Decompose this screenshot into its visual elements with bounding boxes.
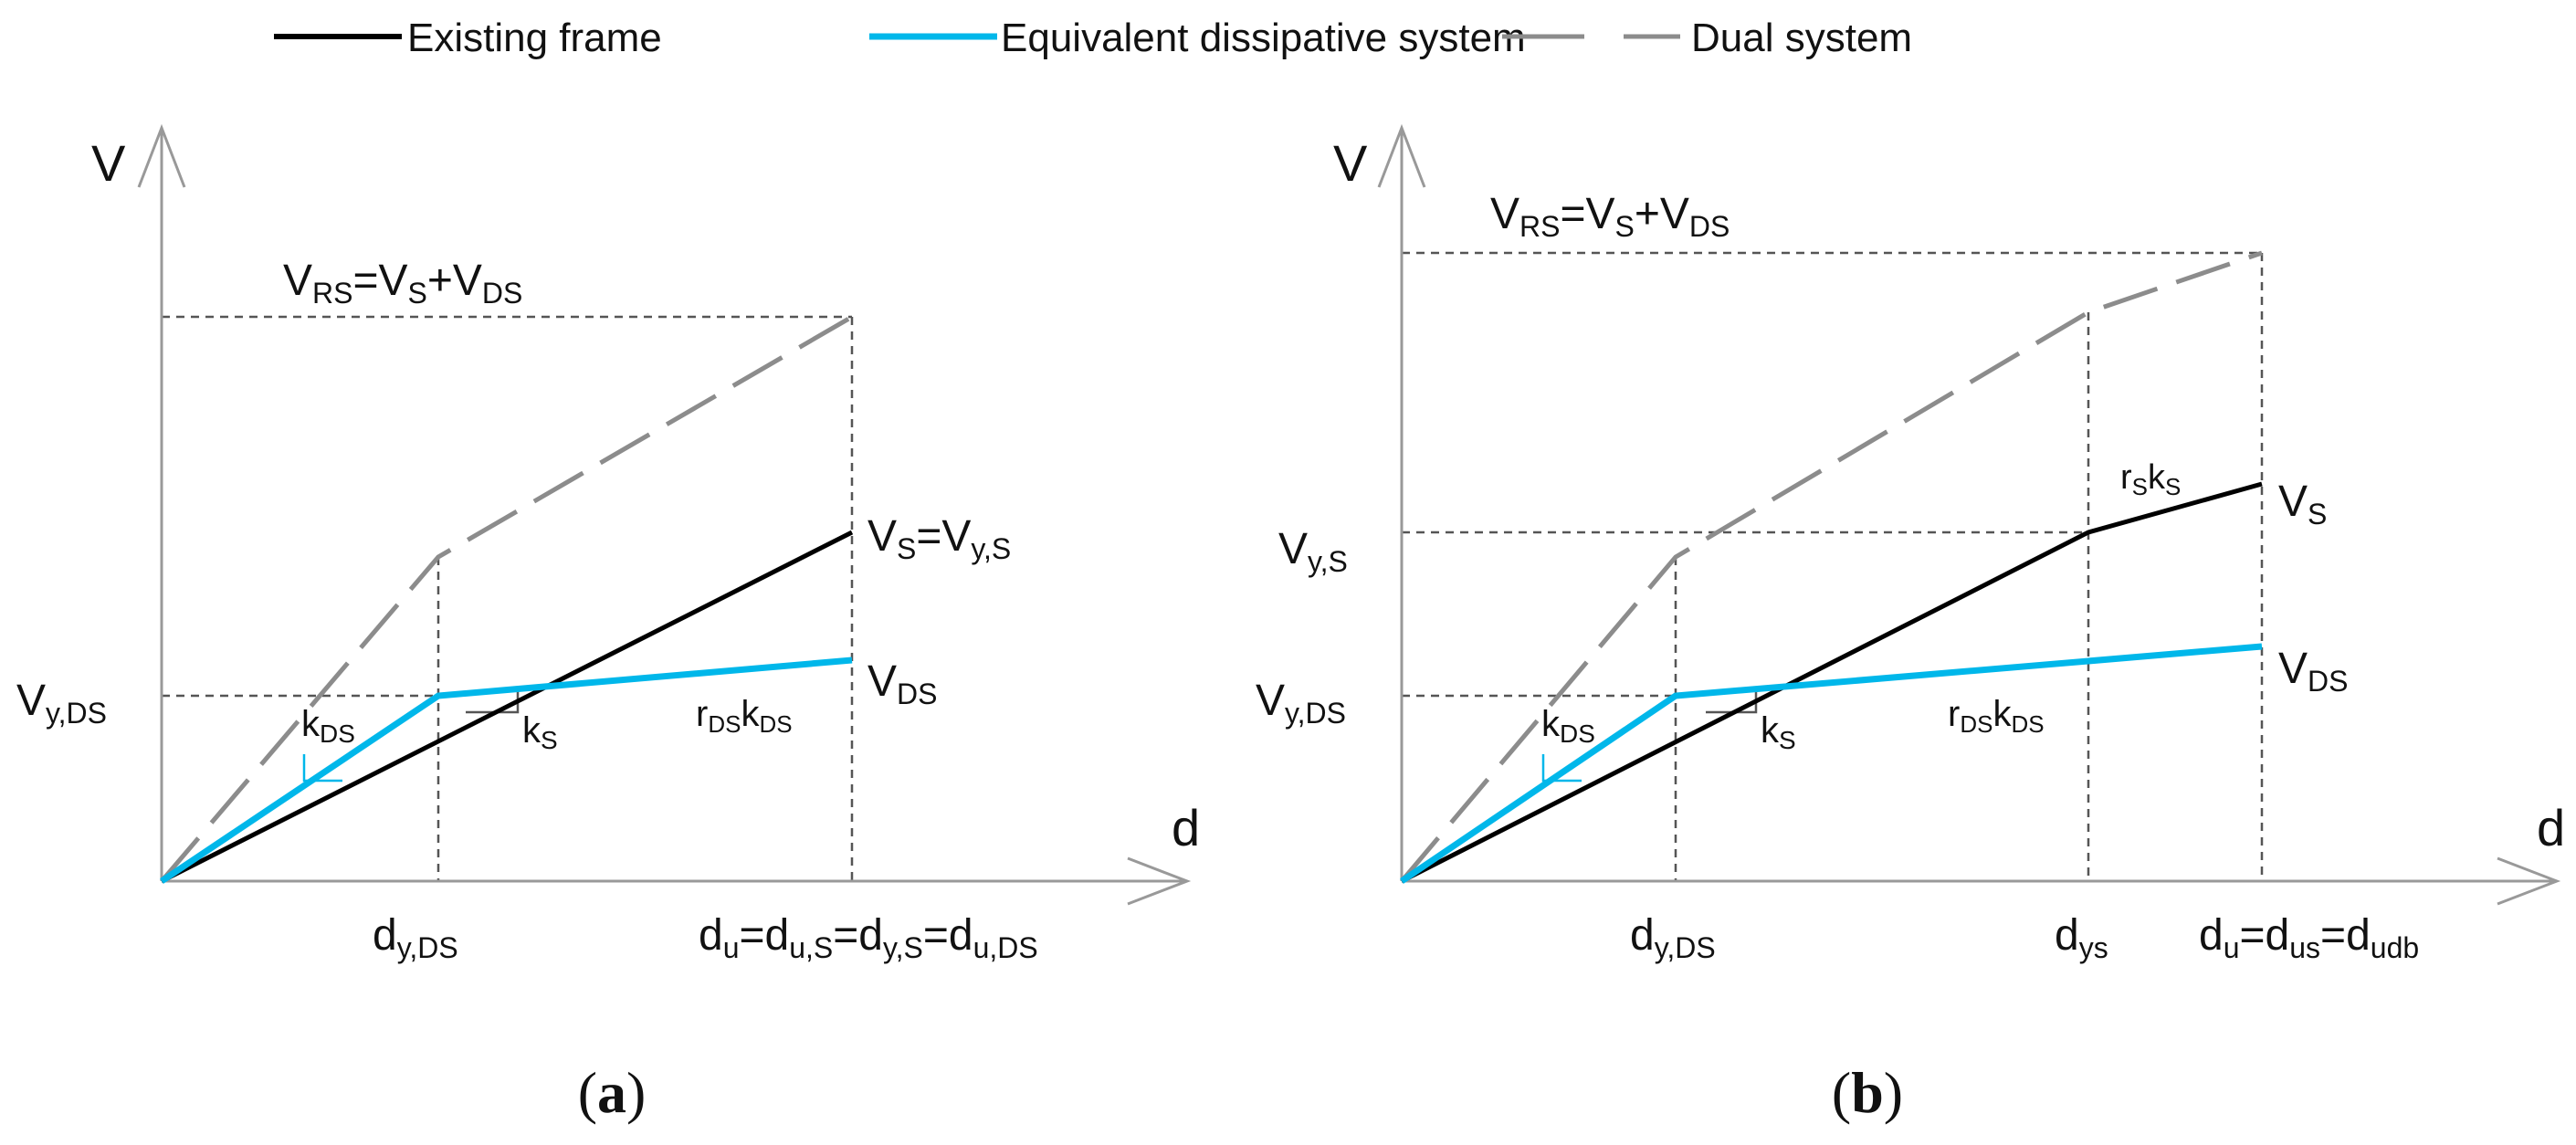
panel-a-guides	[162, 315, 854, 881]
panel-a-kds-label: kDS	[301, 704, 355, 748]
panel-a-y-arrowhead	[137, 123, 186, 188]
panel-b-x-axis-label: d	[2537, 799, 2565, 856]
panel-a-ks-label: kS	[522, 710, 558, 754]
panel-a-kds-triangle	[302, 754, 342, 783]
panel-a-du-label: du=du,S=dy,S=du,DS	[699, 911, 1038, 964]
panel-a-equivalent-dissipative-curve	[160, 657, 853, 884]
panel-a-ks-triangle	[466, 690, 520, 714]
panel-b-ks-label: kS	[1761, 710, 1796, 754]
panel-a: V d VRS=VS+VDS VS=Vy,S VDS Vy,DS kDS kS …	[16, 123, 1200, 1125]
panel-b-axes	[1377, 123, 2561, 906]
legend-existing-frame-label: Existing frame	[407, 16, 662, 60]
legend-dual-system-label: Dual system	[1691, 16, 1912, 60]
panel-a-existing-frame-curve	[160, 530, 854, 884]
panel-b-existing-frame-curve	[1400, 481, 2263, 884]
panel-b-vds-label: VDS	[2278, 645, 2348, 698]
panel-b-ks-triangle	[1706, 690, 1758, 714]
panel-a-x-axis-label: d	[1172, 799, 1200, 856]
panel-a-dual-system-curve	[160, 314, 854, 883]
panel-a-y-axis-label: V	[91, 134, 126, 192]
panel-b-vrs-label: VRS=VS+VDS	[1490, 190, 1730, 243]
panel-b-y-arrowhead	[1377, 123, 1426, 188]
panel-b: V d VRS=VS+VDS Vy,S VS rSkS VDS Vy,DS kD…	[1256, 123, 2565, 1125]
panel-b-caption: (b)	[1832, 1060, 1903, 1125]
panel-b-equivalent-dissipative-curve	[1400, 643, 2263, 884]
panel-a-vrs-label: VRS=VS+VDS	[283, 257, 522, 310]
panel-b-vs-label: VS	[2278, 478, 2327, 530]
panel-b-rsks-label: rSkS	[2120, 458, 2181, 500]
panel-a-vds-label: VDS	[867, 657, 937, 710]
panel-b-guides	[1402, 251, 2264, 881]
legend: Existing frame Equivalent dissipative sy…	[274, 16, 1912, 60]
panel-b-rdskds-label: rDSkDS	[1948, 694, 2045, 738]
panel-a-caption: (a)	[578, 1060, 647, 1125]
legend-equivalent-dissipative-label: Equivalent dissipative system	[1001, 16, 1526, 60]
panel-a-vyds-label: Vy,DS	[16, 677, 107, 730]
panel-a-vs-label: VS=Vy,S	[867, 512, 1011, 565]
panel-b-dys-label: dys	[2055, 911, 2108, 964]
panel-a-x-arrowhead	[1127, 856, 1192, 906]
panel-b-y-axis-label: V	[1333, 134, 1368, 192]
panel-b-x-arrowhead	[2497, 856, 2561, 906]
panel-b-dual-system-curve	[1400, 250, 2263, 883]
panel-a-axes	[137, 123, 1192, 906]
panel-a-rdskds-label: rDSkDS	[696, 694, 793, 738]
panel-b-kds-label: kDS	[1541, 704, 1595, 748]
panel-b-vys-label: Vy,S	[1278, 525, 1348, 578]
panel-b-dyds-label: dy,DS	[1630, 911, 1716, 964]
panel-b-kds-triangle	[1541, 754, 1582, 783]
panel-b-vyds-label: Vy,DS	[1256, 677, 1346, 730]
panel-a-dyds-label: dy,DS	[373, 911, 458, 964]
panel-b-du-label: du=dus=dudb	[2199, 911, 2419, 964]
